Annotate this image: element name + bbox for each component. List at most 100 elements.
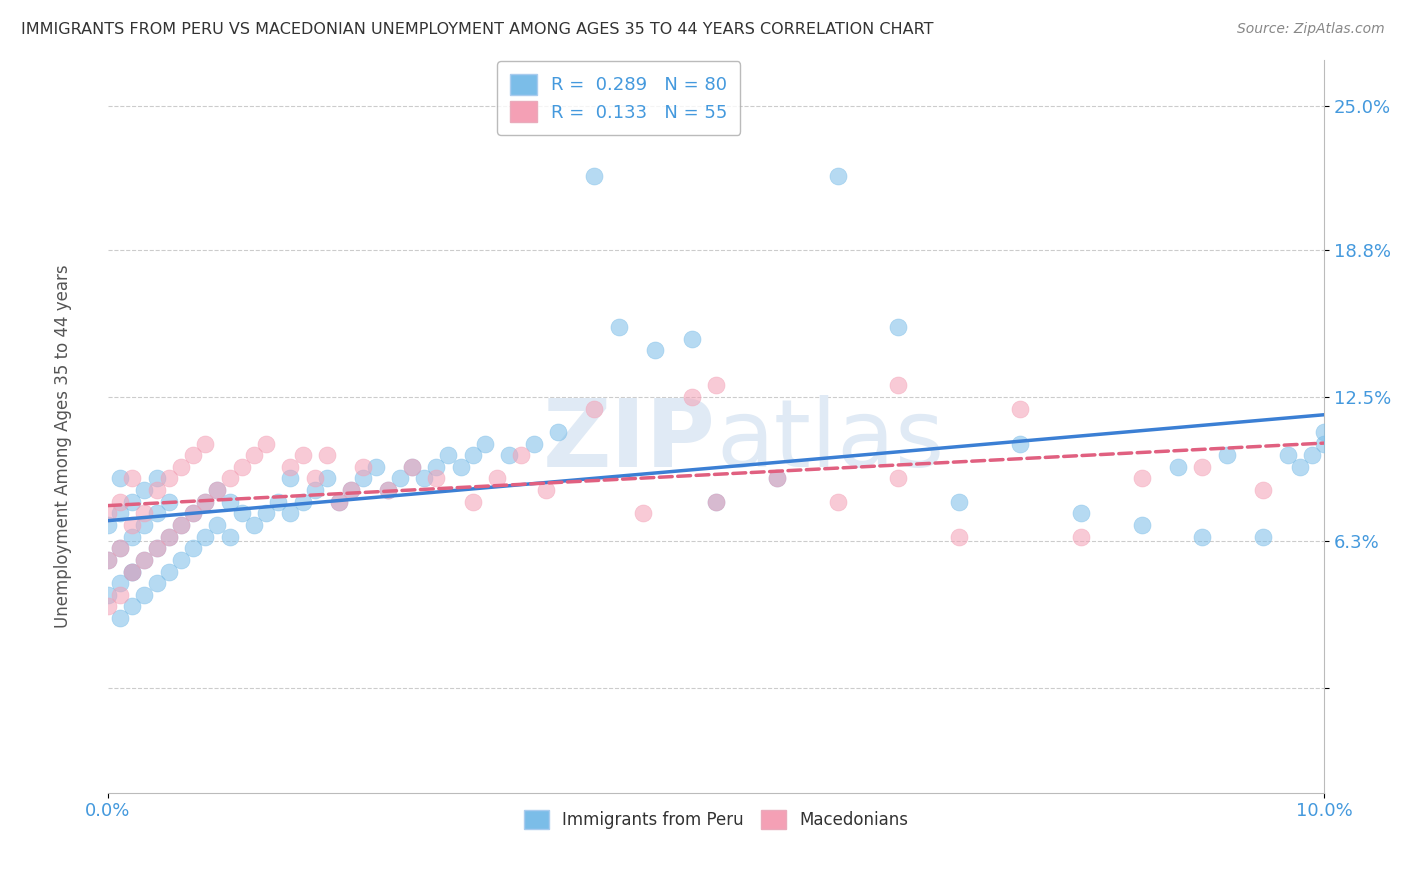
Point [145,576,167,591]
Point [108,471,131,485]
Point [425,459,447,474]
Point [704,495,727,509]
Point [170,518,193,533]
Point [1288,459,1310,474]
Point [340,483,363,497]
Point [704,495,727,509]
Point [121,565,143,579]
Point [218,471,240,485]
Point [681,332,703,346]
Point [1301,448,1323,462]
Point [340,483,363,497]
Point [887,471,910,485]
Point [280,507,302,521]
Point [207,483,229,497]
Text: Unemployment Among Ages 35 to 44 years: Unemployment Among Ages 35 to 44 years [55,264,72,628]
Point [510,448,533,462]
Point [291,495,314,509]
Point [583,401,606,416]
Point [134,553,156,567]
Point [170,518,193,533]
Text: atlas: atlas [716,395,945,487]
Point [97,518,120,533]
Point [181,507,204,521]
Point [145,541,167,556]
Point [450,459,472,474]
Point [1130,471,1153,485]
Point [1313,436,1336,450]
Point [364,459,387,474]
Point [827,495,849,509]
Legend: Immigrants from Peru, Macedonians: Immigrants from Peru, Macedonians [517,803,915,836]
Point [328,495,350,509]
Point [121,599,143,614]
Point [401,459,423,474]
Point [1167,459,1189,474]
Point [121,495,143,509]
Point [948,530,970,544]
Point [243,448,266,462]
Point [108,541,131,556]
Text: Source: ZipAtlas.com: Source: ZipAtlas.com [1237,22,1385,37]
Point [1216,448,1239,462]
Point [1008,436,1031,450]
Point [108,541,131,556]
Point [461,448,484,462]
Point [583,169,606,183]
Point [352,459,374,474]
Point [704,378,727,392]
Point [134,483,156,497]
Point [108,611,131,625]
Point [134,588,156,602]
Point [108,588,131,602]
Point [315,448,337,462]
Point [231,507,253,521]
Point [887,378,910,392]
Point [388,471,411,485]
Point [644,343,666,358]
Point [145,483,167,497]
Point [157,495,180,509]
Point [1251,530,1274,544]
Point [1277,448,1299,462]
Point [254,507,277,521]
Point [207,483,229,497]
Text: ZIP: ZIP [543,395,716,487]
Point [170,553,193,567]
Point [377,483,399,497]
Point [1070,507,1092,521]
Point [765,471,787,485]
Point [328,495,350,509]
Point [121,565,143,579]
Point [181,541,204,556]
Point [547,425,569,439]
Point [121,518,143,533]
Point [108,507,131,521]
Point [498,448,520,462]
Point [401,459,423,474]
Point [267,495,290,509]
Point [145,471,167,485]
Point [1313,425,1336,439]
Point [1191,530,1213,544]
Point [157,565,180,579]
Point [108,576,131,591]
Point [134,518,156,533]
Point [97,599,120,614]
Point [181,448,204,462]
Point [291,448,314,462]
Point [254,436,277,450]
Point [280,459,302,474]
Point [681,390,703,404]
Point [157,530,180,544]
Point [194,495,217,509]
Point [121,565,143,579]
Point [607,320,630,334]
Point [523,436,546,450]
Point [157,530,180,544]
Point [413,471,436,485]
Point [145,507,167,521]
Point [134,553,156,567]
Point [194,436,217,450]
Point [474,436,496,450]
